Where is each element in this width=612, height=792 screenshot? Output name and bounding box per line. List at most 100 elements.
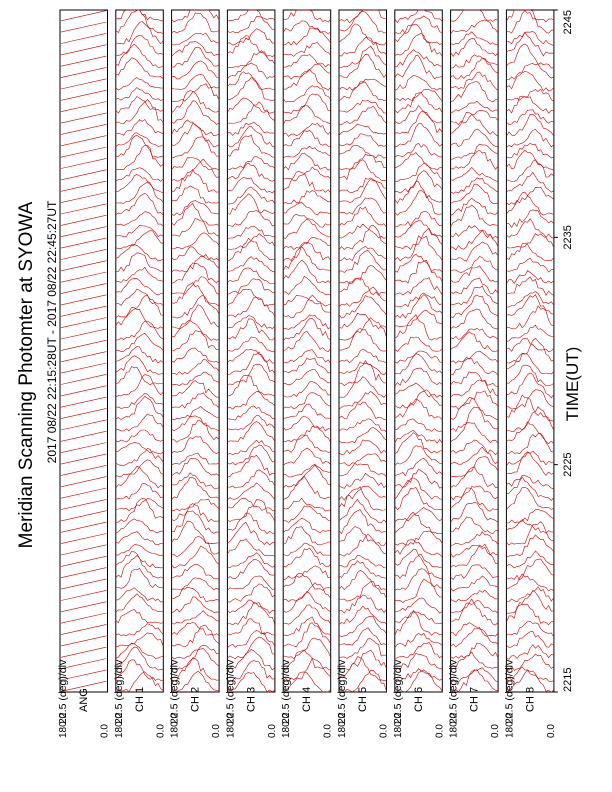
scan-trace [338,206,387,228]
scan-trace [227,50,276,69]
scan-trace [283,9,331,23]
scan-trace [450,598,499,626]
scan-trace [115,593,164,613]
scan-trace [282,318,331,342]
scan-trace [227,16,275,34]
scan-trace [171,452,220,466]
scan-trace [338,45,387,68]
scan-trace [450,241,499,262]
scan-trace [171,498,220,511]
scan-trace [171,203,220,226]
y-tick-label: 0.0 [155,724,166,738]
panel-frame [59,9,108,693]
scan-trace [227,672,276,693]
scan-trace [394,530,443,546]
scan-trace [450,54,499,69]
scan-trace [450,71,499,91]
scan-trace [171,200,220,216]
scan-trace [115,374,164,398]
scan-trace [450,111,499,137]
scan-trace [115,43,164,68]
scan-trace [283,123,331,137]
scan-trace [283,213,331,228]
scan-trace [115,244,164,262]
scan-trace [394,9,443,24]
scan-trace [227,375,276,397]
angle-scan-trace [60,55,107,67]
panel-channel-label: CH 5 [357,687,369,712]
scan-trace [338,159,387,182]
scan-trace [171,232,220,250]
scan-trace [394,430,443,444]
scan-trace [171,319,220,341]
scan-trace [115,531,164,546]
scan-trace [450,19,499,35]
scan-trace [282,85,331,103]
scan-trace [338,594,387,614]
scan-trace [394,597,443,614]
scan-trace [506,159,555,182]
scan-trace [283,166,331,182]
panel-channel-label: CH 6 [413,687,425,712]
scan-trace [506,586,555,603]
scan-trace [506,71,555,92]
scan-trace [227,210,276,227]
scan-trace [283,64,331,80]
scan-trace [227,348,275,364]
scan-trace [394,104,443,124]
scan-trace [338,225,387,250]
scan-trace [450,128,499,147]
scan-trace [227,336,276,353]
scan-trace [283,330,331,352]
scan-trace [506,521,554,546]
scan-trace [394,398,443,421]
scan-trace [115,609,164,624]
scan-trace [338,627,387,646]
panel-channel-label: CH 7 [469,687,481,712]
scan-trace [227,28,275,46]
scan-trace [283,152,331,171]
scan-trace [171,136,220,159]
scan-trace [450,371,499,387]
panel-channel-label: CH 1 [134,687,146,712]
scan-trace [394,389,443,409]
x-tick-label: 2225 [562,452,574,476]
angle-scan-trace [60,158,107,169]
angle-scan-trace [60,101,107,112]
scan-trace [394,539,443,558]
scan-trace [227,62,276,80]
angle-scan-trace [60,294,107,306]
scan-trace [506,644,554,660]
scan-trace [227,601,276,626]
scan-trace [450,667,499,683]
scan-trace [227,390,276,410]
scan-trace [394,235,443,262]
scan-trace [115,396,164,420]
panel-scale-label: 22.5 (deg)/div [448,659,460,724]
scan-trace [394,670,443,693]
scan-trace [282,259,331,284]
y-tick-label: 0.0 [546,724,557,738]
scan-trace [171,644,220,660]
scan-trace [506,186,555,206]
scan-trace [115,57,164,80]
scan-trace [394,418,443,432]
scan-trace [227,552,276,568]
scan-trace [394,309,443,328]
scan-trace [338,580,387,602]
scan-trace [283,616,331,637]
scan-trace [171,510,220,534]
y-tick-label: 180.0 [337,713,348,738]
panel-channel-label: CH 4 [301,687,313,712]
panel-traces [115,9,164,693]
panel-traces [338,9,387,693]
scan-trace [227,512,275,535]
scan-trace [227,351,276,375]
scan-trace [282,236,331,251]
scan-trace [394,23,443,45]
scan-trace [338,472,387,489]
scan-trace [506,218,555,239]
